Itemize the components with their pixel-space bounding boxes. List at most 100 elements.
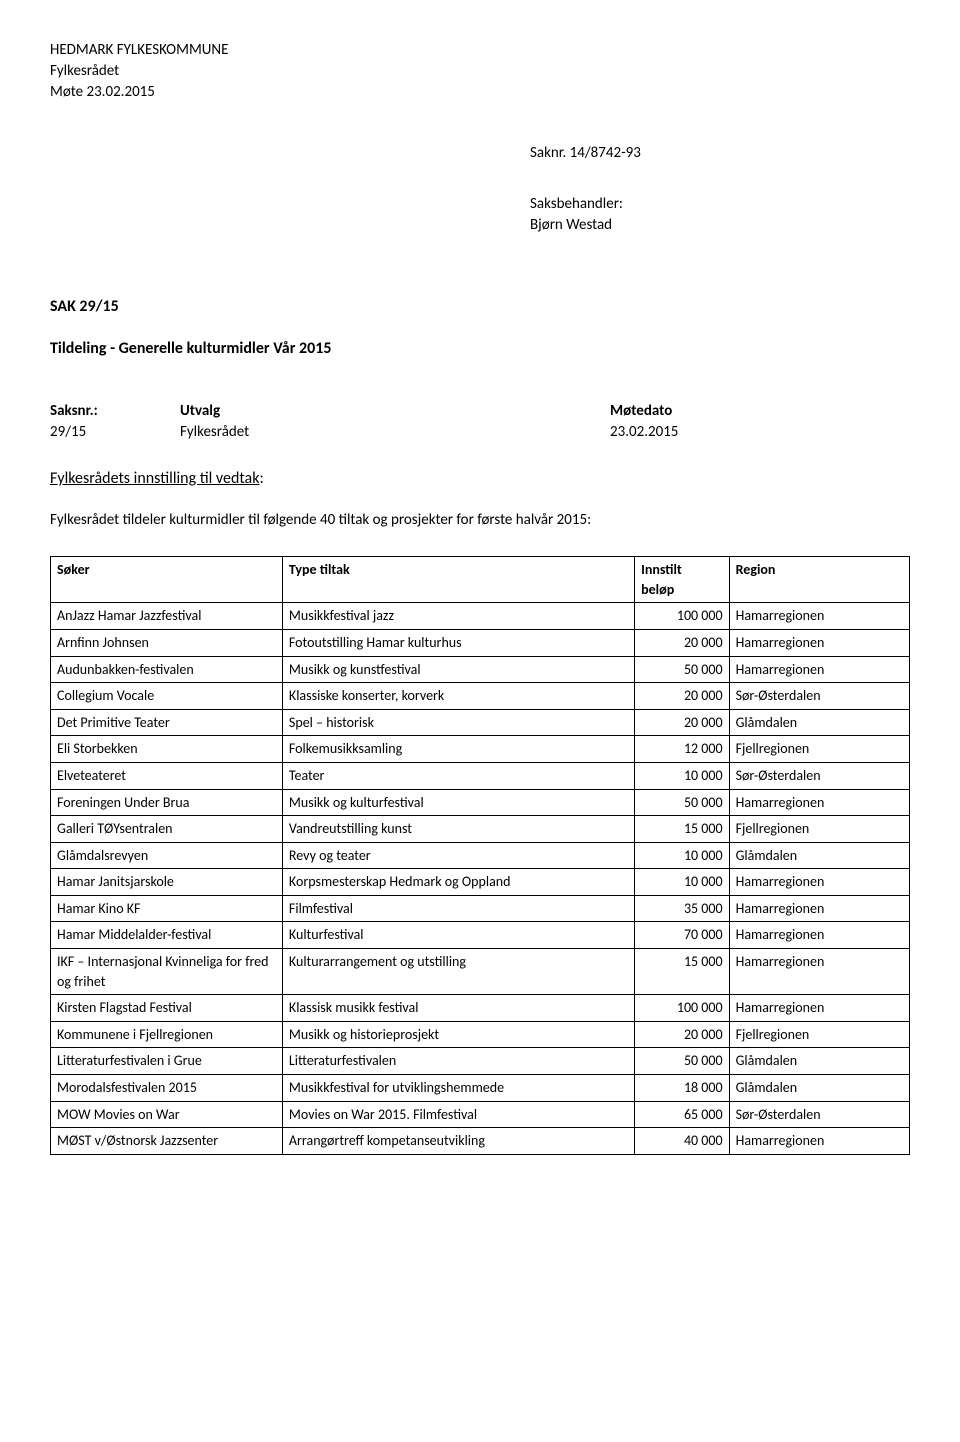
td-soker: Hamar Middelalder-festival <box>51 922 283 949</box>
td-type: Spel – historisk <box>282 709 634 736</box>
table-row: Arnfinn JohnsenFotoutstilling Hamar kult… <box>51 629 910 656</box>
td-type: Folkemusikksamling <box>282 736 634 763</box>
td-soker: Audunbakken-festivalen <box>51 656 283 683</box>
saksbehandler-name: Bjørn Westad <box>530 215 910 236</box>
document-header: HEDMARK FYLKESKOMMUNE Fylkesrådet Møte 2… <box>50 40 910 103</box>
td-region: Glåmdalen <box>729 1075 909 1102</box>
table-row: Det Primitive TeaterSpel – historisk20 0… <box>51 709 910 736</box>
td-soker: Collegium Vocale <box>51 683 283 710</box>
td-belop: 20 000 <box>635 629 729 656</box>
td-region: Fjellregionen <box>729 736 909 763</box>
td-belop: 20 000 <box>635 683 729 710</box>
td-type: Litteraturfestivalen <box>282 1048 634 1075</box>
td-region: Hamarregionen <box>729 922 909 949</box>
td-region: Hamarregionen <box>729 603 909 630</box>
td-region: Hamarregionen <box>729 895 909 922</box>
td-belop: 10 000 <box>635 869 729 896</box>
table-row: GlåmdalsrevyenRevy og teater10 000Glåmda… <box>51 842 910 869</box>
td-region: Fjellregionen <box>729 816 909 843</box>
td-soker: Eli Storbekken <box>51 736 283 763</box>
table-row: Hamar Kino KFFilmfestival35 000Hamarregi… <box>51 895 910 922</box>
utvalg-r-saksnr: 29/15 <box>50 422 180 443</box>
td-region: Hamarregionen <box>729 995 909 1022</box>
td-soker: Kirsten Flagstad Festival <box>51 995 283 1022</box>
utvalg-h-date: Møtedato <box>610 401 760 422</box>
table-row: Collegium VocaleKlassiske konserter, kor… <box>51 683 910 710</box>
td-soker: Foreningen Under Brua <box>51 789 283 816</box>
td-belop: 20 000 <box>635 1021 729 1048</box>
saknr-block: Saknr. 14/8742-93 <box>530 143 910 164</box>
td-region: Hamarregionen <box>729 949 909 995</box>
td-belop: 50 000 <box>635 656 729 683</box>
td-type: Revy og teater <box>282 842 634 869</box>
innstilling-heading: Fylkesrådets innstilling til vedtak: <box>50 468 910 490</box>
table-row: Morodalsfestivalen 2015Musikkfestival fo… <box>51 1075 910 1102</box>
td-belop: 35 000 <box>635 895 729 922</box>
saksbehandler-block: Saksbehandler: Bjørn Westad <box>530 194 910 236</box>
td-soker: Litteraturfestivalen i Grue <box>51 1048 283 1075</box>
td-belop: 15 000 <box>635 816 729 843</box>
td-soker: MOW Movies on War <box>51 1101 283 1128</box>
td-type: Kulturfestival <box>282 922 634 949</box>
td-soker: Kommunene i Fjellregionen <box>51 1021 283 1048</box>
td-soker: Det Primitive Teater <box>51 709 283 736</box>
header-body: Fylkesrådet <box>50 61 910 82</box>
td-region: Glåmdalen <box>729 842 909 869</box>
utvalg-r-date: 23.02.2015 <box>610 422 760 443</box>
td-type: Klassisk musikk festival <box>282 995 634 1022</box>
td-region: Hamarregionen <box>729 629 909 656</box>
table-row: MØST v/Østnorsk JazzsenterArrangørtreff … <box>51 1128 910 1155</box>
td-belop: 50 000 <box>635 789 729 816</box>
header-org: HEDMARK FYLKESKOMMUNE <box>50 40 910 61</box>
td-soker: Hamar Kino KF <box>51 895 283 922</box>
td-soker: IKF – Internasjonal Kvinneliga for fred … <box>51 949 283 995</box>
td-type: Klassiske konserter, korverk <box>282 683 634 710</box>
table-row: Litteraturfestivalen i GrueLitteraturfes… <box>51 1048 910 1075</box>
table-row: Galleri TØYsentralenVandreutstilling kun… <box>51 816 910 843</box>
td-belop: 65 000 <box>635 1101 729 1128</box>
td-belop: 100 000 <box>635 603 729 630</box>
td-type: Arrangørtreff kompetanseutvikling <box>282 1128 634 1155</box>
th-soker: Søker <box>51 557 283 603</box>
table-row: Audunbakken-festivalenMusikk og kunstfes… <box>51 656 910 683</box>
table-row: Foreningen Under BruaMusikk og kulturfes… <box>51 789 910 816</box>
td-belop: 18 000 <box>635 1075 729 1102</box>
td-region: Sør-Østerdalen <box>729 762 909 789</box>
td-soker: Hamar Janitsjarskole <box>51 869 283 896</box>
saksbehandler-label: Saksbehandler: <box>530 194 910 215</box>
td-region: Hamarregionen <box>729 789 909 816</box>
utvalg-r-utvalg: Fylkesrådet <box>180 422 610 443</box>
td-soker: AnJazz Hamar Jazzfestival <box>51 603 283 630</box>
table-row: IKF – Internasjonal Kvinneliga for fred … <box>51 949 910 995</box>
td-belop: 12 000 <box>635 736 729 763</box>
td-region: Fjellregionen <box>729 1021 909 1048</box>
table-row: AnJazz Hamar JazzfestivalMusikkfestival … <box>51 603 910 630</box>
td-soker: MØST v/Østnorsk Jazzsenter <box>51 1128 283 1155</box>
td-type: Vandreutstilling kunst <box>282 816 634 843</box>
td-type: Musikk og kunstfestival <box>282 656 634 683</box>
td-belop: 40 000 <box>635 1128 729 1155</box>
utvalg-h-saksnr: Saksnr.: <box>50 401 180 422</box>
th-type: Type tiltak <box>282 557 634 603</box>
td-region: Hamarregionen <box>729 869 909 896</box>
td-belop: 100 000 <box>635 995 729 1022</box>
td-belop: 70 000 <box>635 922 729 949</box>
table-row: Hamar JanitsjarskoleKorpsmesterskap Hedm… <box>51 869 910 896</box>
td-region: Sør-Østerdalen <box>729 1101 909 1128</box>
td-type: Kulturarrangement og utstilling <box>282 949 634 995</box>
td-type: Musikkfestival for utviklingshemmede <box>282 1075 634 1102</box>
td-type: Musikk og historieprosjekt <box>282 1021 634 1048</box>
td-region: Glåmdalen <box>729 709 909 736</box>
grants-table: Søker Type tiltak Innstilt beløp Region … <box>50 556 910 1155</box>
th-belop-l2: beløp <box>641 580 722 600</box>
td-soker: Elveteateret <box>51 762 283 789</box>
td-soker: Glåmdalsrevyen <box>51 842 283 869</box>
table-header-row: Søker Type tiltak Innstilt beløp Region <box>51 557 910 603</box>
td-belop: 10 000 <box>635 842 729 869</box>
table-row: Hamar Middelalder-festivalKulturfestival… <box>51 922 910 949</box>
td-type: Fotoutstilling Hamar kulturhus <box>282 629 634 656</box>
th-region: Region <box>729 557 909 603</box>
td-region: Hamarregionen <box>729 656 909 683</box>
sak-title: Tildeling - Generelle kulturmidler Vår 2… <box>50 338 910 360</box>
table-row: MOW Movies on WarMovies on War 2015. Fil… <box>51 1101 910 1128</box>
